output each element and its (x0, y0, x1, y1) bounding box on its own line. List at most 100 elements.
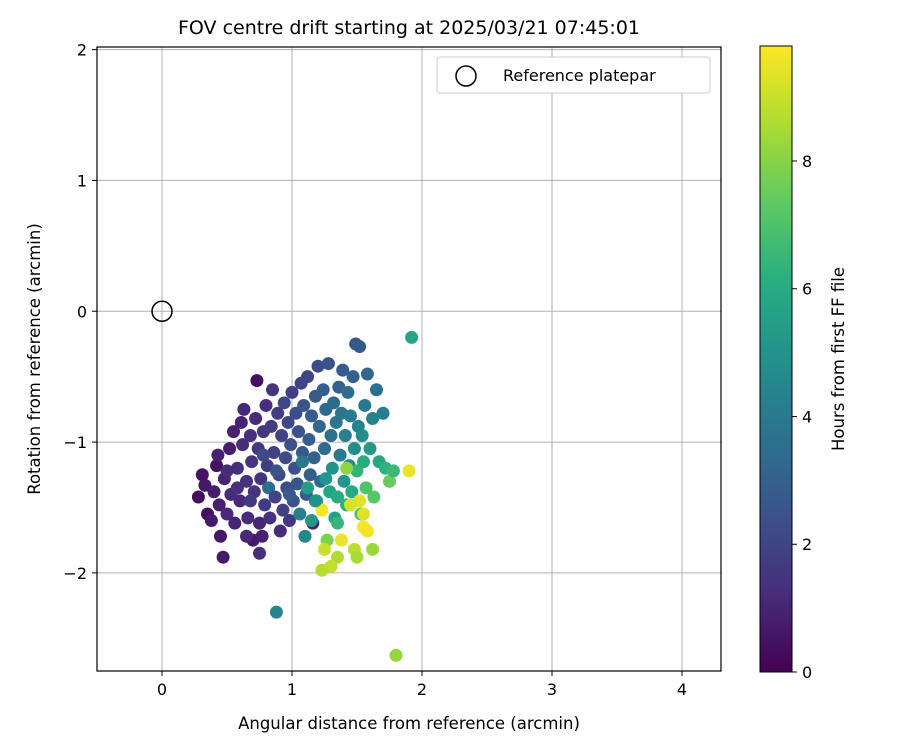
data-point (302, 432, 316, 446)
data-point (359, 481, 373, 495)
plot-frame (96, 46, 722, 672)
data-point (240, 474, 253, 488)
data-point (321, 357, 335, 371)
y-tick-label: −2 (63, 564, 87, 583)
data-point (355, 429, 369, 443)
data-point (295, 455, 309, 469)
data-point (366, 542, 380, 556)
data-point (290, 477, 304, 491)
data-point (267, 446, 281, 460)
data-point (389, 648, 403, 662)
data-point (282, 514, 296, 528)
data-point (233, 494, 247, 508)
data-point (282, 487, 296, 501)
data-point (350, 550, 364, 564)
data-point (324, 429, 338, 443)
reference-marker (151, 300, 173, 323)
data-point (402, 464, 416, 478)
data-point (312, 419, 326, 433)
data-point (236, 438, 250, 452)
data-point (249, 412, 263, 426)
legend-box (436, 56, 711, 94)
data-point (357, 455, 370, 469)
data-point (353, 340, 367, 354)
data-point (315, 503, 329, 517)
data-point (386, 464, 400, 478)
data-point (256, 448, 270, 462)
data-point (284, 438, 298, 452)
data-point (191, 490, 205, 504)
data-point (347, 442, 361, 456)
data-point (358, 398, 372, 412)
data-point (307, 451, 321, 465)
data-point (344, 409, 357, 423)
data-point (331, 490, 344, 504)
data-point (333, 448, 347, 462)
data-point (311, 359, 325, 373)
data-point (234, 415, 248, 429)
colorbar-tick-label: 8 (802, 152, 812, 171)
data-point (264, 419, 278, 433)
data-point (253, 516, 266, 530)
data-point (220, 507, 234, 521)
data-point (245, 455, 259, 469)
data-point (308, 494, 322, 508)
data-point (240, 529, 253, 543)
chart-title: FOV centre drift starting at 2025/03/21 … (178, 17, 640, 39)
data-point (360, 367, 374, 381)
data-point (331, 516, 344, 530)
data-point (367, 490, 381, 504)
colorbar-tick-label: 6 (802, 280, 812, 299)
data-point (243, 494, 257, 508)
legend-marker-icon (455, 65, 477, 87)
data-point (258, 498, 272, 512)
colorbar-ticks: 0 2 4 6 8 (792, 152, 812, 682)
data-point (275, 429, 289, 443)
data-point (254, 472, 268, 486)
data-point (366, 412, 380, 426)
data-point (305, 409, 318, 423)
data-point (340, 461, 354, 475)
data-points (191, 330, 419, 662)
data-point (273, 524, 287, 538)
data-point (405, 330, 419, 344)
y-axis-label: Rotation from reference (arcmin) (25, 223, 44, 495)
colorbar-tick-label: 4 (802, 407, 812, 426)
colorbar-gradient (759, 45, 793, 673)
data-point (292, 425, 305, 439)
data-point (214, 529, 227, 543)
y-axis-ticks: −2 −1 0 1 2 (63, 41, 97, 583)
y-tick-label: 0 (77, 302, 87, 321)
data-point (303, 468, 317, 482)
data-point (357, 507, 370, 521)
data-point (228, 516, 242, 530)
colorbar-label: Hours from first FF file (829, 267, 848, 451)
data-point (255, 529, 269, 543)
data-point (370, 383, 383, 397)
data-point (316, 383, 330, 397)
data-point (195, 468, 209, 482)
data-point (318, 542, 331, 556)
y-tick-label: −1 (63, 433, 87, 452)
data-point (327, 396, 341, 410)
data-point (360, 524, 374, 538)
colorbar-tick-label: 2 (802, 535, 812, 554)
data-point (346, 370, 360, 384)
data-point (271, 406, 285, 420)
data-point (210, 459, 224, 473)
data-point (318, 442, 331, 456)
data-point (227, 425, 240, 439)
x-tick-label: 1 (287, 680, 297, 699)
x-tick-label: 2 (417, 680, 427, 699)
x-tick-label: 0 (157, 680, 167, 699)
data-point (319, 472, 333, 486)
data-point (269, 464, 283, 478)
data-point (269, 605, 283, 619)
data-point (211, 448, 225, 462)
x-tick-label: 4 (677, 680, 687, 699)
colorbar-tick-label: 0 (802, 663, 812, 682)
data-point (241, 511, 255, 525)
data-point (243, 429, 257, 443)
